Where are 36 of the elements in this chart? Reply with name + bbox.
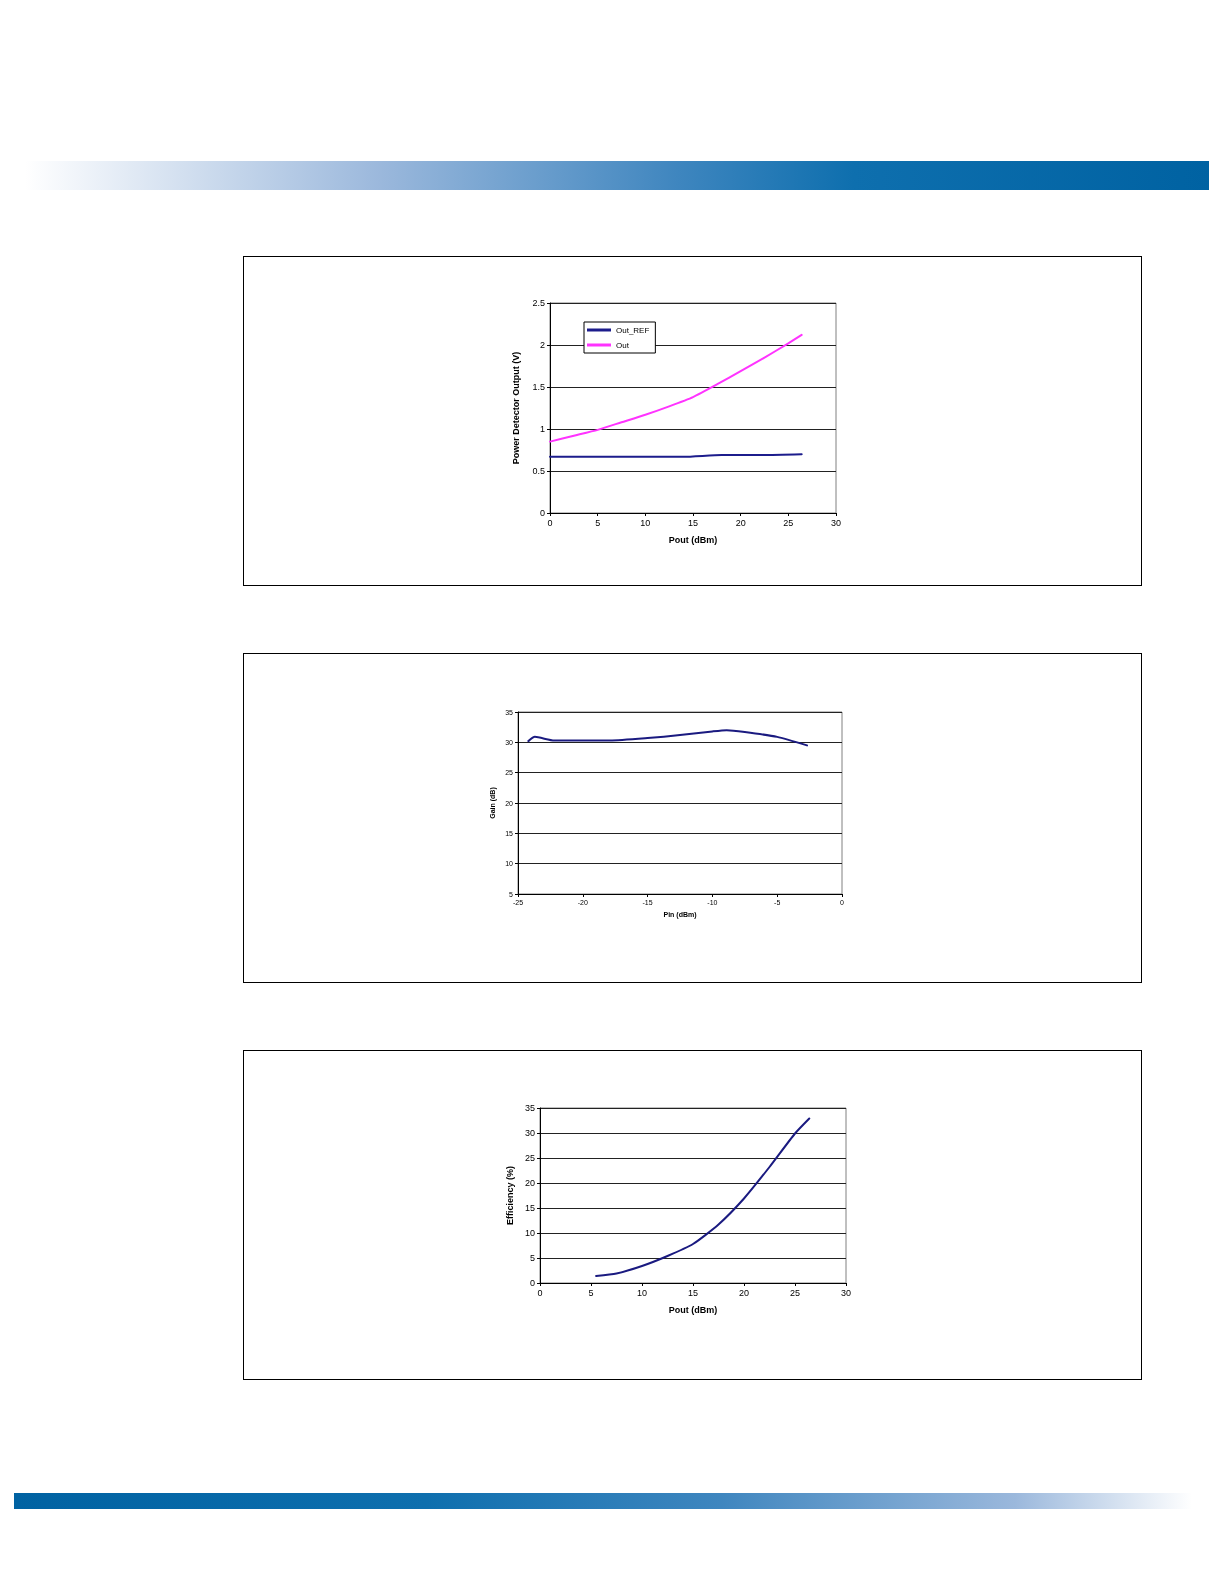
x-axis-title: Pout (dBm)	[668, 534, 718, 545]
y-tick-label: 1	[539, 424, 545, 434]
y-tick-label: 35	[524, 1103, 535, 1113]
line-series	[595, 1117, 811, 1277]
y-tick-label: 15	[524, 1203, 535, 1213]
line-series	[527, 729, 809, 747]
x-axis-title: Pout (dBm)	[668, 1304, 718, 1315]
y-tick-label: 0	[539, 508, 545, 518]
y-tick-label: 2.5	[532, 298, 545, 308]
line-series	[549, 333, 803, 443]
x-tick-label: 15	[687, 1287, 699, 1298]
y-axis-title: Efficiency (%)	[504, 1165, 515, 1226]
legend-label: Out	[616, 340, 630, 350]
y-axis-title: Power Detector Output (V)	[510, 351, 521, 465]
legend-label: Out_REF	[616, 325, 650, 335]
x-tick-label: 5	[588, 1287, 594, 1298]
y-tick-label: 10	[524, 1228, 535, 1238]
y-tick-label: 0.5	[532, 466, 545, 476]
x-tick-label: 20	[738, 1287, 750, 1298]
x-tick-label: 5	[595, 517, 601, 528]
x-tick-label: 30	[830, 517, 842, 528]
y-tick-label: 1.5	[532, 382, 545, 392]
x-tick-label: 20	[735, 517, 746, 528]
x-tick-label: 30	[840, 1287, 852, 1298]
y-tick-label: 0	[529, 1278, 535, 1288]
x-tick-label: 25	[789, 1287, 801, 1298]
y-tick-label: 30	[524, 1128, 535, 1138]
x-tick-label: 10	[640, 517, 651, 528]
x-tick-label: 15	[687, 517, 699, 528]
x-tick-label: 10	[636, 1287, 648, 1298]
x-tick-label: 25	[783, 517, 794, 528]
y-tick-label: 2	[539, 340, 545, 350]
y-tick-label: 20	[524, 1178, 535, 1188]
y-tick-label: 5	[529, 1253, 535, 1263]
x-tick-label: 0	[547, 517, 553, 528]
y-tick-label: 25	[524, 1153, 535, 1163]
